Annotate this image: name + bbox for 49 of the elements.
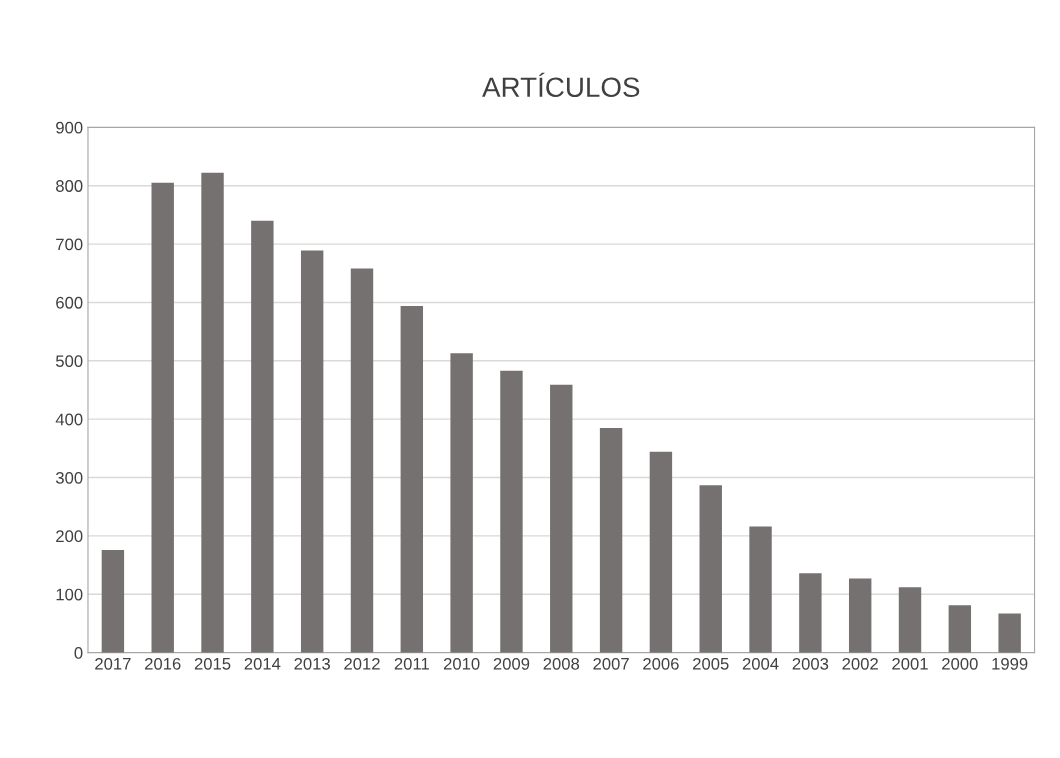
bar — [201, 172, 224, 653]
bar — [251, 220, 274, 653]
y-tick-label: 300 — [55, 471, 83, 484]
x-tick-label: 2013 — [294, 657, 330, 670]
bar — [101, 549, 125, 653]
x-tick-label: 2014 — [244, 657, 281, 670]
x-tick-label: 2004 — [742, 657, 779, 670]
bar — [300, 250, 324, 653]
chart-title: ARTÍCULOS — [482, 72, 640, 98]
y-tick-label: 700 — [56, 238, 83, 251]
y-tick-label: 500 — [55, 355, 83, 368]
y-tick-label: 0 — [74, 647, 83, 659]
bar — [898, 587, 922, 653]
x-tick-label: 2006 — [643, 657, 679, 670]
bar — [649, 451, 673, 653]
bar — [599, 427, 623, 653]
bar — [848, 578, 872, 653]
y-tick-label: 200 — [56, 530, 83, 543]
x-tick-label: 2002 — [842, 657, 878, 670]
y-tick-label: 100 — [56, 588, 83, 601]
x-tick-label: 2005 — [693, 657, 729, 670]
x-tick-label: 2012 — [344, 657, 380, 670]
y-tick-label: 800 — [56, 180, 83, 192]
bar — [948, 605, 972, 653]
y-tick-label: 900 — [56, 121, 83, 134]
bar — [450, 353, 473, 653]
bar — [998, 613, 1021, 653]
bar — [350, 268, 374, 653]
x-tick-label: 2001 — [892, 657, 928, 670]
x-tick-label: 2017 — [95, 657, 131, 670]
x-tick-label: 2016 — [145, 657, 181, 670]
bar — [500, 370, 523, 653]
bar — [799, 573, 822, 653]
x-tick-label: 2000 — [942, 657, 978, 670]
bar — [699, 485, 722, 653]
x-tick-label: 2010 — [443, 657, 480, 670]
x-tick-label: 2015 — [194, 657, 231, 670]
x-tick-label: 2008 — [543, 657, 580, 670]
bar — [550, 384, 573, 653]
x-tick-label: 2011 — [394, 657, 429, 670]
x-tick-label: 2007 — [593, 657, 629, 670]
bar — [749, 526, 772, 653]
y-tick-label: 600 — [56, 296, 83, 309]
x-tick-label: 1999 — [992, 657, 1028, 670]
bar — [400, 305, 424, 653]
x-tick-label: 2003 — [792, 657, 829, 670]
x-tick-label: 2009 — [493, 657, 530, 670]
bar — [151, 182, 174, 653]
y-tick-label: 400 — [55, 413, 83, 426]
